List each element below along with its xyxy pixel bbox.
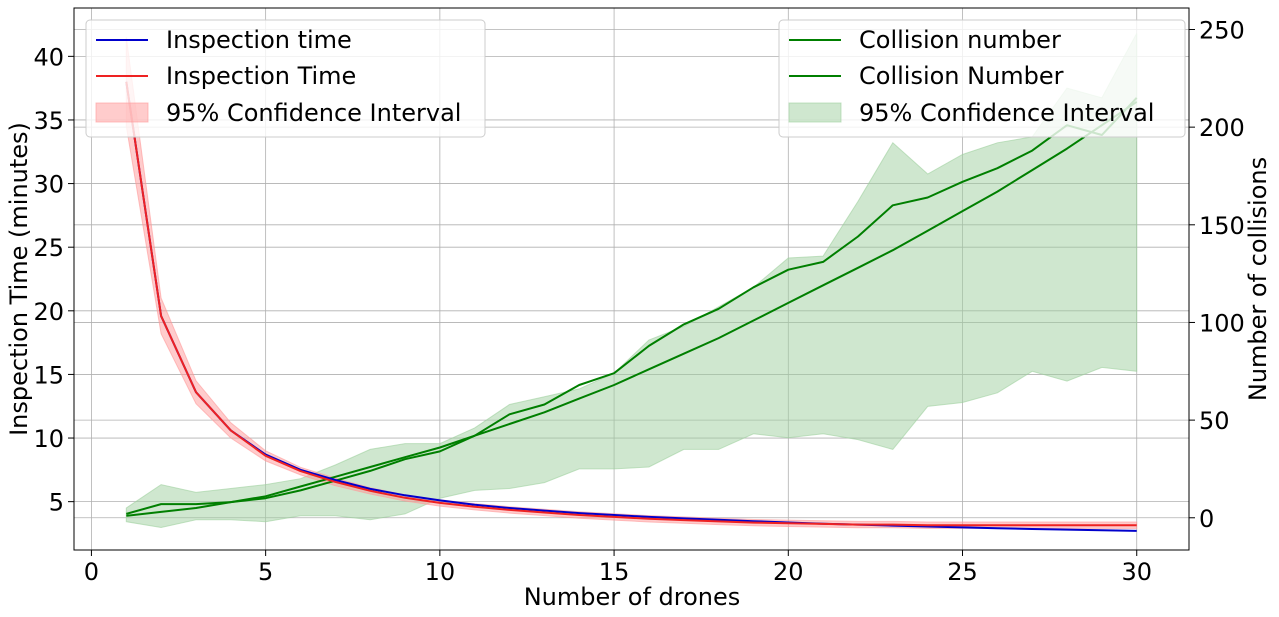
left-y-tick-label: 30: [33, 171, 64, 199]
legend-right-box: [778, 19, 1186, 138]
left-y-tick-label: 10: [33, 425, 64, 453]
legend-label-collision-number-a: Collision number: [859, 26, 1061, 54]
plot-frame: [73, 7, 1190, 551]
legend-swatch-ci-red: [95, 102, 149, 123]
left-y-tick-label: 5: [49, 489, 64, 517]
legend-swatch-ci-green: [788, 102, 842, 123]
x-tick-label: 30: [1121, 558, 1152, 586]
left-y-tick-label: 25: [33, 234, 64, 262]
legend-label-ci-red: 95% Confidence Interval: [166, 99, 461, 127]
inspection-time-line-red: [125, 81, 1137, 527]
x-tick-label: 15: [599, 558, 630, 586]
collision-ci-band: [125, 33, 1138, 529]
legend-right: Collision number Collision Number 95% Co…: [778, 19, 1186, 138]
legend-left: Inspection time Inspection Time 95% Conf…: [85, 19, 486, 138]
right-y-tick-label: 100: [1199, 309, 1245, 337]
left-y-tick-label: 35: [33, 107, 64, 135]
x-tick-label: 5: [258, 558, 273, 586]
right-y-tick-label: 0: [1199, 505, 1214, 533]
right-y-axis-title: Number of collisions: [1244, 157, 1272, 401]
left-y-axis-title: Inspection Time (minutes): [5, 122, 33, 436]
legend-label-ci-green: 95% Confidence Interval: [859, 99, 1154, 127]
left-y-tick-label: 15: [33, 361, 64, 389]
x-axis-title: Number of drones: [524, 583, 741, 611]
inspection-time-line-blue: [125, 81, 1137, 532]
legend-left-box: [85, 19, 486, 138]
collision-number-line-a: [126, 100, 1138, 517]
left-y-tick-label: 40: [33, 43, 64, 71]
right-y-tick-label: 50: [1199, 407, 1230, 435]
x-tick-label: 20: [773, 558, 804, 586]
x-tick-label: 10: [425, 558, 456, 586]
x-tick-label: 0: [84, 558, 99, 586]
legend-label-inspection-time-red: Inspection Time: [166, 62, 356, 90]
left-y-tick-label: 20: [33, 298, 64, 326]
right-y-tick-label: 250: [1199, 16, 1245, 44]
legend-label-collision-number-b: Collision Number: [859, 62, 1064, 90]
confidence-band-layer: [125, 33, 1138, 529]
right-y-tick-label: 200: [1199, 114, 1245, 142]
tick-layer: 0 5 10 15 20 25 30 5 10 15 20 25 30 35 40 0 50 100 150 200 2…: [33, 16, 1244, 586]
x-tick-label: 25: [947, 558, 978, 586]
inspection-time-ci-band: [125, 37, 1138, 529]
series-layer: [125, 81, 1138, 532]
legend-label-inspection-time-blue: Inspection time: [166, 26, 352, 54]
right-y-tick-label: 150: [1199, 212, 1245, 240]
collision-number-line-b: [126, 97, 1138, 515]
